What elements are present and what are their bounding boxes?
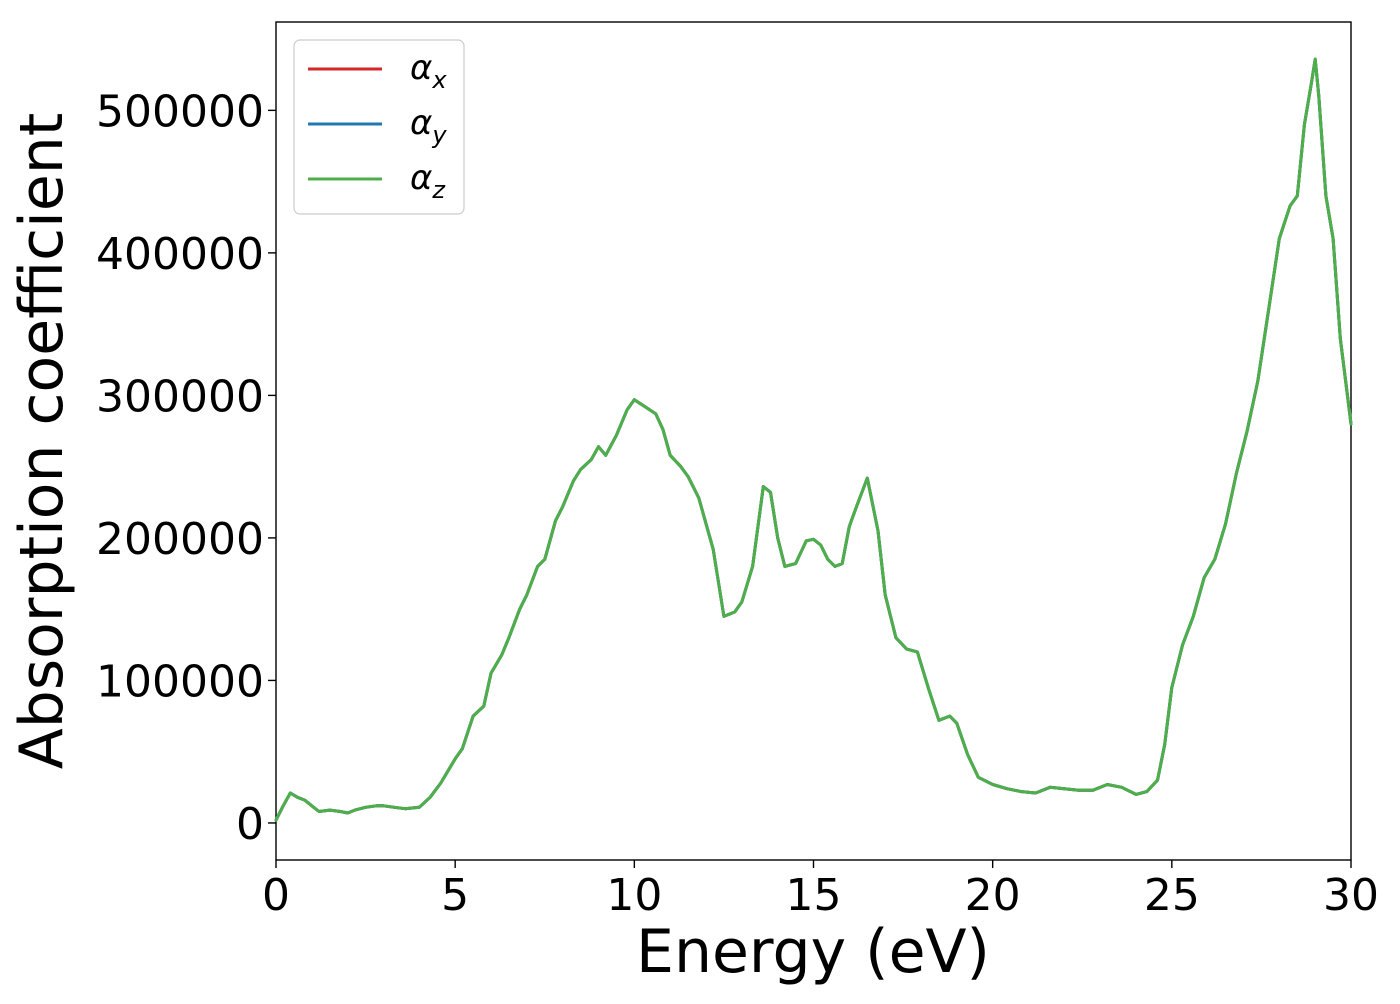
ticks-group: 0 5 10 15 20 25 30 0 100000 200000 300000 400000 500… [96,86,1379,921]
x-tick-label: 5 [441,870,469,921]
legend: αx αy αz [293,39,465,215]
legend-box [293,39,465,215]
y-tick-label: 100000 [96,656,264,707]
x-tick-label: 0 [262,870,290,921]
x-axis-label: Energy (eV) [636,917,990,987]
y-tick-label: 400000 [96,229,264,280]
x-tick-label: 25 [1144,870,1200,921]
x-tick-label: 15 [786,870,842,921]
y-tick-label: 300000 [96,371,264,422]
y-tick-label: 0 [236,799,264,850]
x-tick-label: 30 [1323,870,1379,921]
y-tick-label: 500000 [96,86,264,137]
y-axis-label: Absorption coefficient [7,113,77,770]
y-tick-label: 200000 [96,514,264,565]
legend-label-1: αy [410,103,447,149]
legend-label-2: αz [410,158,446,204]
series-line-2 [274,57,1353,822]
x-tick-label: 20 [965,870,1021,921]
legend-label-0: αx [410,48,447,94]
x-tick-label: 10 [606,870,662,921]
series-group [274,57,1353,822]
